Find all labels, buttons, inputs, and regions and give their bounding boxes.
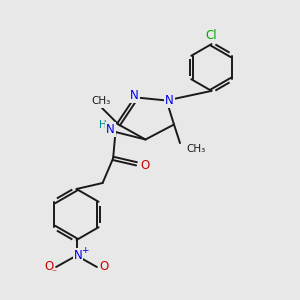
Text: O: O	[99, 260, 108, 274]
Text: ⁻: ⁻	[51, 268, 56, 279]
Text: N: N	[74, 249, 82, 262]
Text: Cl: Cl	[206, 29, 217, 42]
Text: H: H	[99, 120, 107, 130]
Text: O: O	[140, 159, 149, 172]
Text: N: N	[165, 94, 174, 107]
Text: N: N	[106, 123, 115, 136]
Text: +: +	[81, 246, 89, 255]
Text: CH₃: CH₃	[187, 143, 206, 154]
Text: CH₃: CH₃	[92, 96, 111, 106]
Text: N: N	[130, 89, 139, 102]
Text: O: O	[45, 260, 54, 274]
